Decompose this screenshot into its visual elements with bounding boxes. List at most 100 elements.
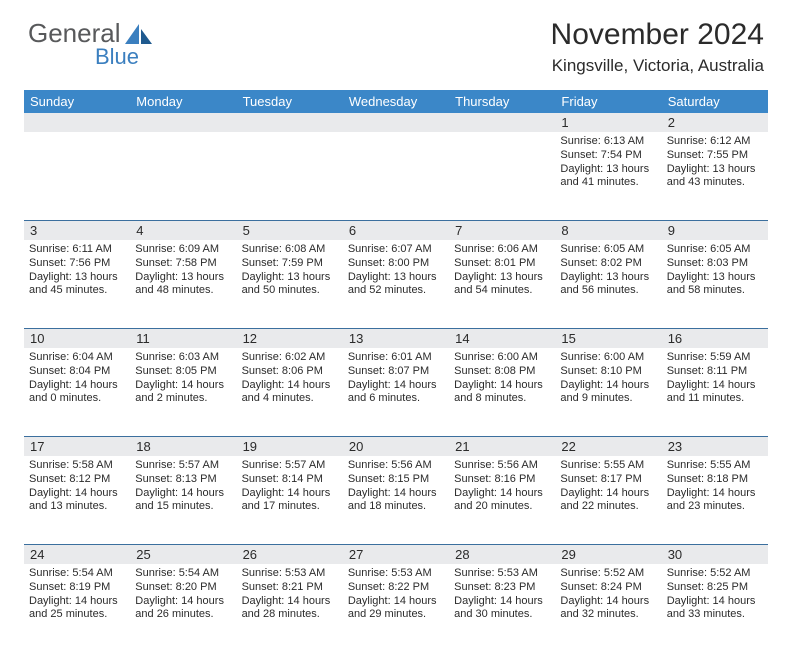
day-cell-line: Sunrise: 5:58 AM bbox=[29, 459, 125, 473]
day-cell: Sunrise: 5:54 AMSunset: 8:20 PMDaylight:… bbox=[130, 564, 236, 652]
day-number: 14 bbox=[449, 329, 555, 348]
day-cell-line: Daylight: 13 hours bbox=[560, 163, 656, 177]
week-row: Sunrise: 6:11 AMSunset: 7:56 PMDaylight:… bbox=[24, 240, 768, 329]
day-number: 5 bbox=[237, 221, 343, 240]
day-cell: Sunrise: 5:52 AMSunset: 8:25 PMDaylight:… bbox=[662, 564, 768, 652]
day-cell: Sunrise: 5:57 AMSunset: 8:13 PMDaylight:… bbox=[130, 456, 236, 544]
day-cell-line: Sunrise: 6:09 AM bbox=[135, 243, 231, 257]
day-cell: Sunrise: 5:52 AMSunset: 8:24 PMDaylight:… bbox=[555, 564, 661, 652]
day-number: 13 bbox=[343, 329, 449, 348]
day-cell-line: Sunrise: 5:52 AM bbox=[667, 567, 763, 581]
day-header: Saturday bbox=[662, 90, 768, 113]
day-cell-line: and 43 minutes. bbox=[667, 176, 763, 190]
day-cell-line: Sunset: 8:12 PM bbox=[29, 473, 125, 487]
day-number bbox=[24, 113, 130, 132]
day-cell-line: Sunrise: 5:54 AM bbox=[135, 567, 231, 581]
day-cell-line: Daylight: 14 hours bbox=[560, 379, 656, 393]
day-cell-line: Daylight: 13 hours bbox=[560, 271, 656, 285]
day-cell-line: Sunset: 7:58 PM bbox=[135, 257, 231, 271]
day-number: 1 bbox=[555, 113, 661, 132]
day-cell: Sunrise: 6:03 AMSunset: 8:05 PMDaylight:… bbox=[130, 348, 236, 436]
logo-text-blue: Blue bbox=[95, 44, 139, 70]
day-cell-line: Sunset: 8:19 PM bbox=[29, 581, 125, 595]
day-cell-line: and 9 minutes. bbox=[560, 392, 656, 406]
day-cell-line: Daylight: 13 hours bbox=[454, 271, 550, 285]
day-cell-line: Sunset: 8:08 PM bbox=[454, 365, 550, 379]
day-cell-line: Daylight: 14 hours bbox=[667, 595, 763, 609]
day-cell-line: Sunset: 8:10 PM bbox=[560, 365, 656, 379]
day-cell-line: Sunrise: 5:57 AM bbox=[242, 459, 338, 473]
day-number: 2 bbox=[662, 113, 768, 132]
day-cell-line: and 17 minutes. bbox=[242, 500, 338, 514]
day-cell-line: Daylight: 14 hours bbox=[242, 595, 338, 609]
day-cell: Sunrise: 6:12 AMSunset: 7:55 PMDaylight:… bbox=[662, 132, 768, 220]
day-cell-line: Sunset: 7:55 PM bbox=[667, 149, 763, 163]
day-cell-line: Sunrise: 6:03 AM bbox=[135, 351, 231, 365]
day-cell-line: Daylight: 14 hours bbox=[135, 487, 231, 501]
day-cell-line: Daylight: 14 hours bbox=[135, 379, 231, 393]
day-cell: Sunrise: 6:08 AMSunset: 7:59 PMDaylight:… bbox=[237, 240, 343, 328]
day-cell-line: and 4 minutes. bbox=[242, 392, 338, 406]
day-cell-line: Daylight: 14 hours bbox=[454, 379, 550, 393]
day-cell-line: Sunrise: 5:55 AM bbox=[560, 459, 656, 473]
day-cell: Sunrise: 5:53 AMSunset: 8:21 PMDaylight:… bbox=[237, 564, 343, 652]
day-cell-line: Sunset: 8:25 PM bbox=[667, 581, 763, 595]
day-number: 29 bbox=[555, 545, 661, 564]
day-cell-line: Daylight: 14 hours bbox=[29, 487, 125, 501]
day-cell-line: Sunset: 8:17 PM bbox=[560, 473, 656, 487]
day-cell-line: Sunset: 7:54 PM bbox=[560, 149, 656, 163]
day-number: 16 bbox=[662, 329, 768, 348]
title-block: November 2024 Kingsville, Victoria, Aust… bbox=[551, 18, 764, 76]
day-number: 17 bbox=[24, 437, 130, 456]
day-number: 12 bbox=[237, 329, 343, 348]
day-cell-line: and 30 minutes. bbox=[454, 608, 550, 622]
day-cell-line: Daylight: 14 hours bbox=[454, 487, 550, 501]
day-cell-line: and 58 minutes. bbox=[667, 284, 763, 298]
day-cell: Sunrise: 6:09 AMSunset: 7:58 PMDaylight:… bbox=[130, 240, 236, 328]
week-row: Sunrise: 6:13 AMSunset: 7:54 PMDaylight:… bbox=[24, 132, 768, 221]
day-cell-line: Sunrise: 6:04 AM bbox=[29, 351, 125, 365]
day-cell-line: Daylight: 14 hours bbox=[667, 487, 763, 501]
day-header: Tuesday bbox=[237, 90, 343, 113]
day-cell: Sunrise: 5:53 AMSunset: 8:23 PMDaylight:… bbox=[449, 564, 555, 652]
day-number: 8 bbox=[555, 221, 661, 240]
day-cell-line: Sunrise: 5:54 AM bbox=[29, 567, 125, 581]
location: Kingsville, Victoria, Australia bbox=[551, 56, 764, 76]
day-number: 11 bbox=[130, 329, 236, 348]
day-cell-line: and 52 minutes. bbox=[348, 284, 444, 298]
day-cell: Sunrise: 5:58 AMSunset: 8:12 PMDaylight:… bbox=[24, 456, 130, 544]
day-cell-line: Sunrise: 6:05 AM bbox=[560, 243, 656, 257]
day-cell-line: Sunset: 8:11 PM bbox=[667, 365, 763, 379]
day-cell: Sunrise: 5:55 AMSunset: 8:17 PMDaylight:… bbox=[555, 456, 661, 544]
day-cell: Sunrise: 5:54 AMSunset: 8:19 PMDaylight:… bbox=[24, 564, 130, 652]
day-cell-line: Sunrise: 6:02 AM bbox=[242, 351, 338, 365]
day-number: 24 bbox=[24, 545, 130, 564]
day-cell-line: Sunrise: 6:13 AM bbox=[560, 135, 656, 149]
day-cell-line: Daylight: 13 hours bbox=[667, 163, 763, 177]
day-number: 6 bbox=[343, 221, 449, 240]
day-header: Thursday bbox=[449, 90, 555, 113]
day-cell-line: Daylight: 14 hours bbox=[242, 379, 338, 393]
day-cell: Sunrise: 5:57 AMSunset: 8:14 PMDaylight:… bbox=[237, 456, 343, 544]
day-cell-line: Sunset: 8:24 PM bbox=[560, 581, 656, 595]
day-number: 25 bbox=[130, 545, 236, 564]
day-header: Monday bbox=[130, 90, 236, 113]
day-cell-line: Sunrise: 6:05 AM bbox=[667, 243, 763, 257]
day-number-row: 24252627282930 bbox=[24, 545, 768, 564]
day-cell-line: and 48 minutes. bbox=[135, 284, 231, 298]
day-cell bbox=[130, 132, 236, 220]
day-cell-line: Sunset: 8:01 PM bbox=[454, 257, 550, 271]
day-cell: Sunrise: 6:06 AMSunset: 8:01 PMDaylight:… bbox=[449, 240, 555, 328]
day-cell: Sunrise: 6:04 AMSunset: 8:04 PMDaylight:… bbox=[24, 348, 130, 436]
day-header: Sunday bbox=[24, 90, 130, 113]
day-cell-line: Daylight: 13 hours bbox=[29, 271, 125, 285]
day-cell-line: Daylight: 14 hours bbox=[560, 487, 656, 501]
day-cell: Sunrise: 5:56 AMSunset: 8:16 PMDaylight:… bbox=[449, 456, 555, 544]
day-cell: Sunrise: 5:56 AMSunset: 8:15 PMDaylight:… bbox=[343, 456, 449, 544]
day-cell-line: Daylight: 13 hours bbox=[135, 271, 231, 285]
day-cell: Sunrise: 6:05 AMSunset: 8:03 PMDaylight:… bbox=[662, 240, 768, 328]
day-cell-line: and 6 minutes. bbox=[348, 392, 444, 406]
day-cell-line: Sunset: 8:05 PM bbox=[135, 365, 231, 379]
day-number-row: 12 bbox=[24, 113, 768, 132]
day-cell: Sunrise: 6:13 AMSunset: 7:54 PMDaylight:… bbox=[555, 132, 661, 220]
